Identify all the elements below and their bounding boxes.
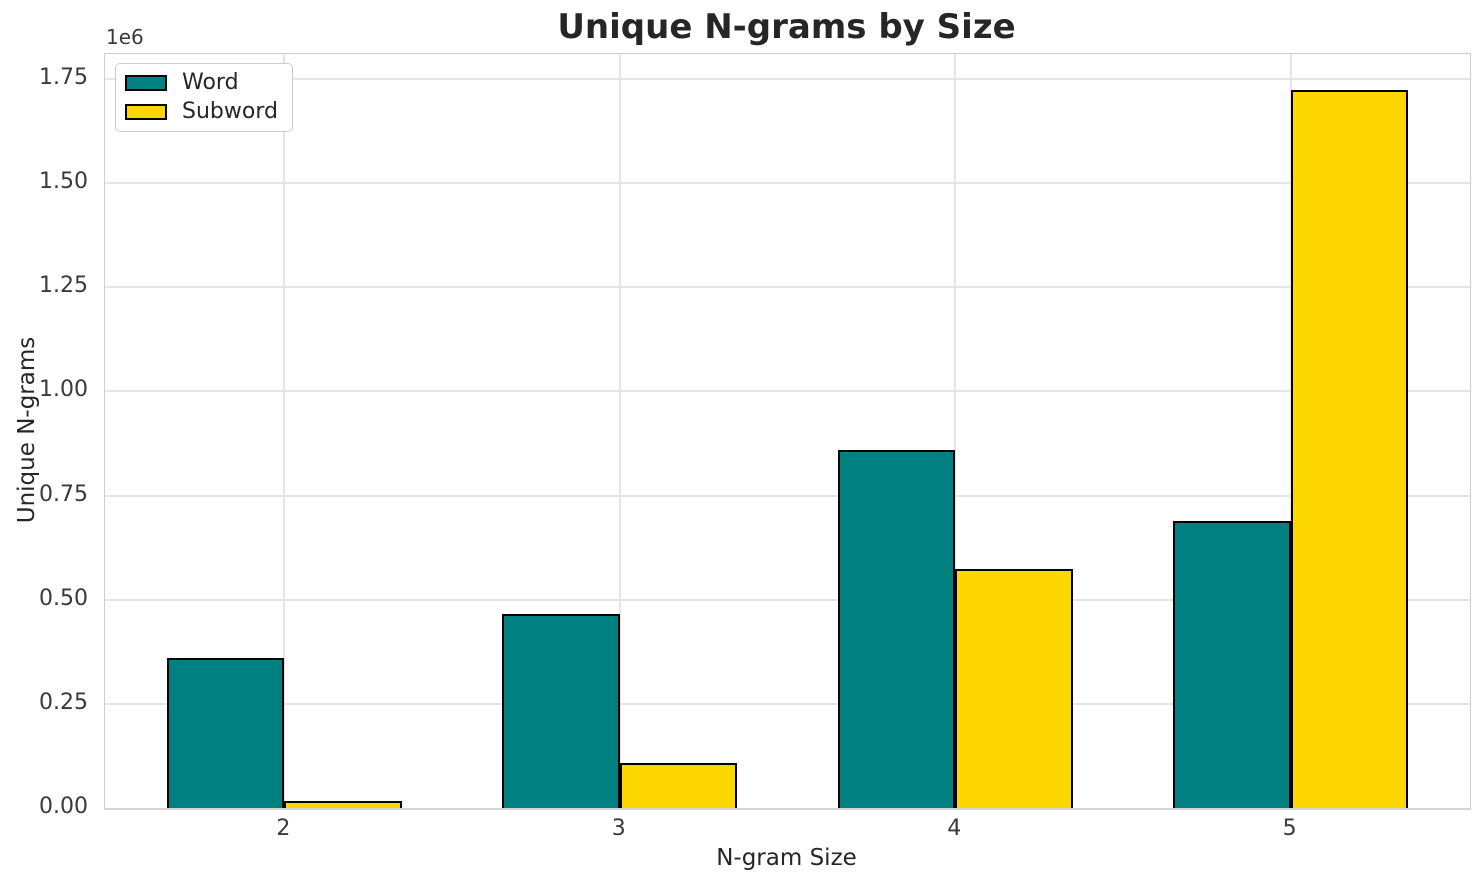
y-tick-label-1.75: 1.75 [39,64,88,90]
y-tick-label-0.75: 0.75 [39,481,88,507]
gridline-y-1.00 [105,390,1470,393]
gridline-y-1.50 [105,182,1470,185]
x-tick-label-2: 2 [276,816,291,841]
legend-label-subword: Subword [182,99,278,124]
legend-entry-subword: Subword [125,100,278,124]
x-tick-label-5: 5 [1282,816,1297,841]
gridline-y-0.50 [105,598,1470,601]
y-tick-label-1.50: 1.50 [39,169,88,195]
y-tick-label-0.00: 0.00 [39,794,88,819]
legend-swatch-word [125,75,167,91]
plot-area: Word Subword [104,53,1471,810]
bar-subword-ngram-4 [955,569,1073,808]
legend-label-word: Word [182,70,239,95]
gridline-y-1.75 [105,78,1470,80]
gridline-y-0.25 [105,702,1470,705]
bar-subword-ngram-5 [1290,90,1408,808]
bar-word-ngram-5 [1173,521,1291,808]
y-axis-offset-label: 1e6 [106,25,144,49]
legend-entry-word: Word [125,71,278,95]
gridline-x-3 [618,54,621,808]
bar-word-ngram-2 [167,658,285,808]
gridline-y-0.75 [105,494,1470,497]
bar-word-ngram-4 [837,449,956,808]
y-tick-label-1.25: 1.25 [39,273,88,299]
bar-word-ngram-3 [502,614,620,808]
y-tick-label-0.50: 0.50 [39,585,88,611]
x-axis-label: N-gram Size [716,845,857,871]
gridline-x-4 [954,54,957,808]
gridline-x-2 [283,54,286,808]
x-tick-label-4: 4 [947,816,962,841]
gridline-y-1.25 [105,286,1470,289]
legend: Word Subword [115,63,293,132]
y-tick-label-0.25: 0.25 [39,689,88,715]
bar-subword-ngram-3 [619,763,738,808]
bar-subword-ngram-2 [284,801,402,808]
chart-title: Unique N-grams by Size [557,7,1016,47]
legend-swatch-subword [125,104,167,120]
x-tick-label-3: 3 [611,816,626,841]
y-tick-label-1.00: 1.00 [39,377,88,403]
